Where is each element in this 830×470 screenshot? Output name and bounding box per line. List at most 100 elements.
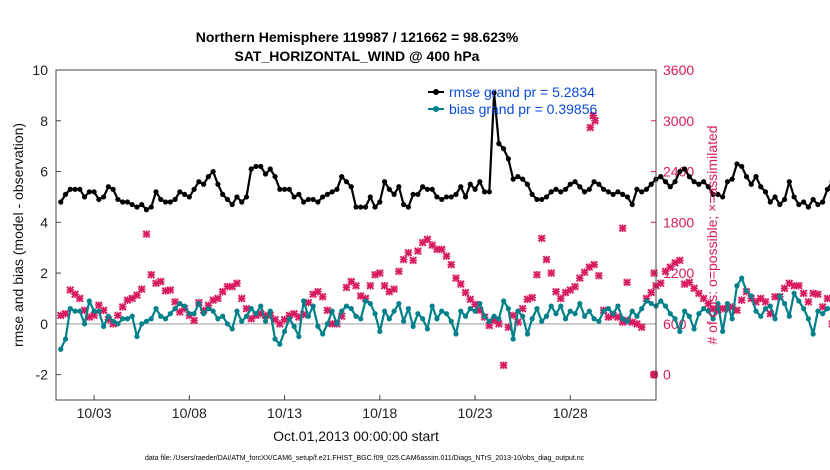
- axis-ticks: 10/03 10/08 10/13 10/18 10/23 10/28 -2 0 2 4 6 8 10 0…: [32, 62, 694, 421]
- obs-assimilated-point: [556, 294, 565, 303]
- rmse-point: [510, 176, 516, 182]
- rmse-point: [196, 179, 202, 185]
- rmse-point: [786, 179, 792, 185]
- bias-point: [396, 300, 402, 307]
- x-tick-label: 10/18: [362, 405, 397, 421]
- y2-tick-label: 3000: [663, 113, 694, 129]
- bias-point: [677, 328, 683, 335]
- bias-point: [91, 308, 97, 314]
- rmse-point: [110, 186, 116, 192]
- rmse-point: [124, 199, 131, 205]
- obs-assimilated-point: [437, 245, 446, 254]
- obs-assimilated-point: [799, 289, 808, 298]
- bias-point: [253, 311, 259, 317]
- bias-point: [791, 290, 797, 296]
- bias-point: [181, 303, 188, 309]
- obs-assimilated-point: [542, 255, 551, 264]
- obs-assimilated-point: [394, 267, 403, 276]
- obs-assimilated-point: [399, 255, 408, 264]
- bias-point: [348, 306, 354, 312]
- rmse-point: [672, 179, 678, 185]
- rmse-point: [358, 204, 364, 210]
- bias-point: [67, 306, 73, 312]
- rmse-point: [453, 191, 459, 197]
- obs-assimilated-point: [413, 247, 422, 255]
- bias-point: [720, 328, 726, 335]
- rmse-point: [610, 191, 616, 197]
- rmse-point: [643, 186, 650, 192]
- bias-point: [496, 316, 502, 322]
- bias-point: [205, 306, 211, 312]
- bias-point: [472, 308, 478, 314]
- bias-point: [701, 306, 707, 312]
- bias-point: [72, 308, 78, 314]
- rmse-point: [229, 201, 235, 208]
- bias-point: [662, 303, 669, 309]
- bias-point: [481, 313, 488, 319]
- bias-point: [277, 341, 283, 347]
- obs-assimilated-point: [423, 235, 432, 244]
- rmse-point: [181, 191, 188, 197]
- rmse-point: [586, 186, 592, 192]
- rmse-point: [648, 181, 654, 187]
- bias-point: [810, 331, 816, 337]
- rmse-point: [62, 191, 69, 197]
- rmse-point: [205, 174, 211, 180]
- rmse-point: [134, 204, 140, 210]
- rmse-point: [301, 199, 307, 205]
- bias-point: [415, 311, 421, 317]
- rmse-point: [96, 196, 102, 203]
- bias-point: [634, 313, 640, 319]
- bias-point: [115, 321, 121, 327]
- rmse-point: [162, 199, 169, 205]
- obs-assimilated-point: [537, 234, 546, 243]
- obs-assimilated-point: [152, 279, 160, 288]
- rmse-point: [324, 191, 331, 197]
- obs-assimilated-point: [647, 288, 656, 297]
- obs-assimilated-point: [590, 260, 599, 269]
- bias-point: [715, 300, 721, 307]
- rmse-point: [524, 181, 531, 187]
- legend-bias-marker: [433, 106, 439, 112]
- rmse-point: [691, 179, 697, 185]
- rmse-point: [286, 186, 292, 192]
- y-tick-label: 0: [40, 316, 48, 332]
- bias-point: [510, 336, 516, 342]
- rmse-point: [548, 189, 554, 195]
- rmse-point: [296, 191, 302, 197]
- bias-point: [462, 313, 469, 319]
- rmse-point: [505, 156, 511, 162]
- bias-point: [743, 288, 750, 294]
- rmse-point: [810, 196, 816, 203]
- rmse-point: [662, 179, 669, 185]
- obs-assimilated-point: [623, 278, 631, 287]
- bias-point: [729, 316, 735, 322]
- bias-point: [129, 313, 135, 319]
- rmse-point: [153, 189, 159, 195]
- rmse-point: [396, 184, 402, 190]
- rmse-point: [81, 194, 88, 200]
- rmse-point: [791, 194, 797, 200]
- rmse-point: [739, 163, 745, 170]
- obs-assimilated-point: [737, 296, 746, 305]
- rmse-point: [529, 191, 535, 197]
- bias-point: [339, 308, 345, 314]
- bias-line: [59, 277, 830, 350]
- legend: rmse grand pr = 5.2834 bias grand pr = 0…: [428, 84, 597, 117]
- rmse-point: [377, 199, 383, 205]
- rmse-point: [701, 179, 707, 185]
- footer-datafile: data file: /Users/raeder/DAI/ATM_forcXX/…: [145, 455, 585, 462]
- rmse-point: [715, 191, 721, 197]
- rmse-point: [724, 179, 731, 185]
- rmse-point: [420, 184, 426, 190]
- rmse-point: [148, 204, 154, 210]
- bias-point: [77, 308, 83, 314]
- bias-point: [153, 306, 159, 312]
- rmse-point: [629, 201, 635, 208]
- bias-point: [296, 333, 302, 340]
- rmse-point: [362, 204, 369, 210]
- y2-tick-label: 0: [663, 367, 671, 383]
- rmse-point: [172, 196, 178, 203]
- bias-point: [681, 308, 688, 314]
- rmse-point: [353, 204, 359, 210]
